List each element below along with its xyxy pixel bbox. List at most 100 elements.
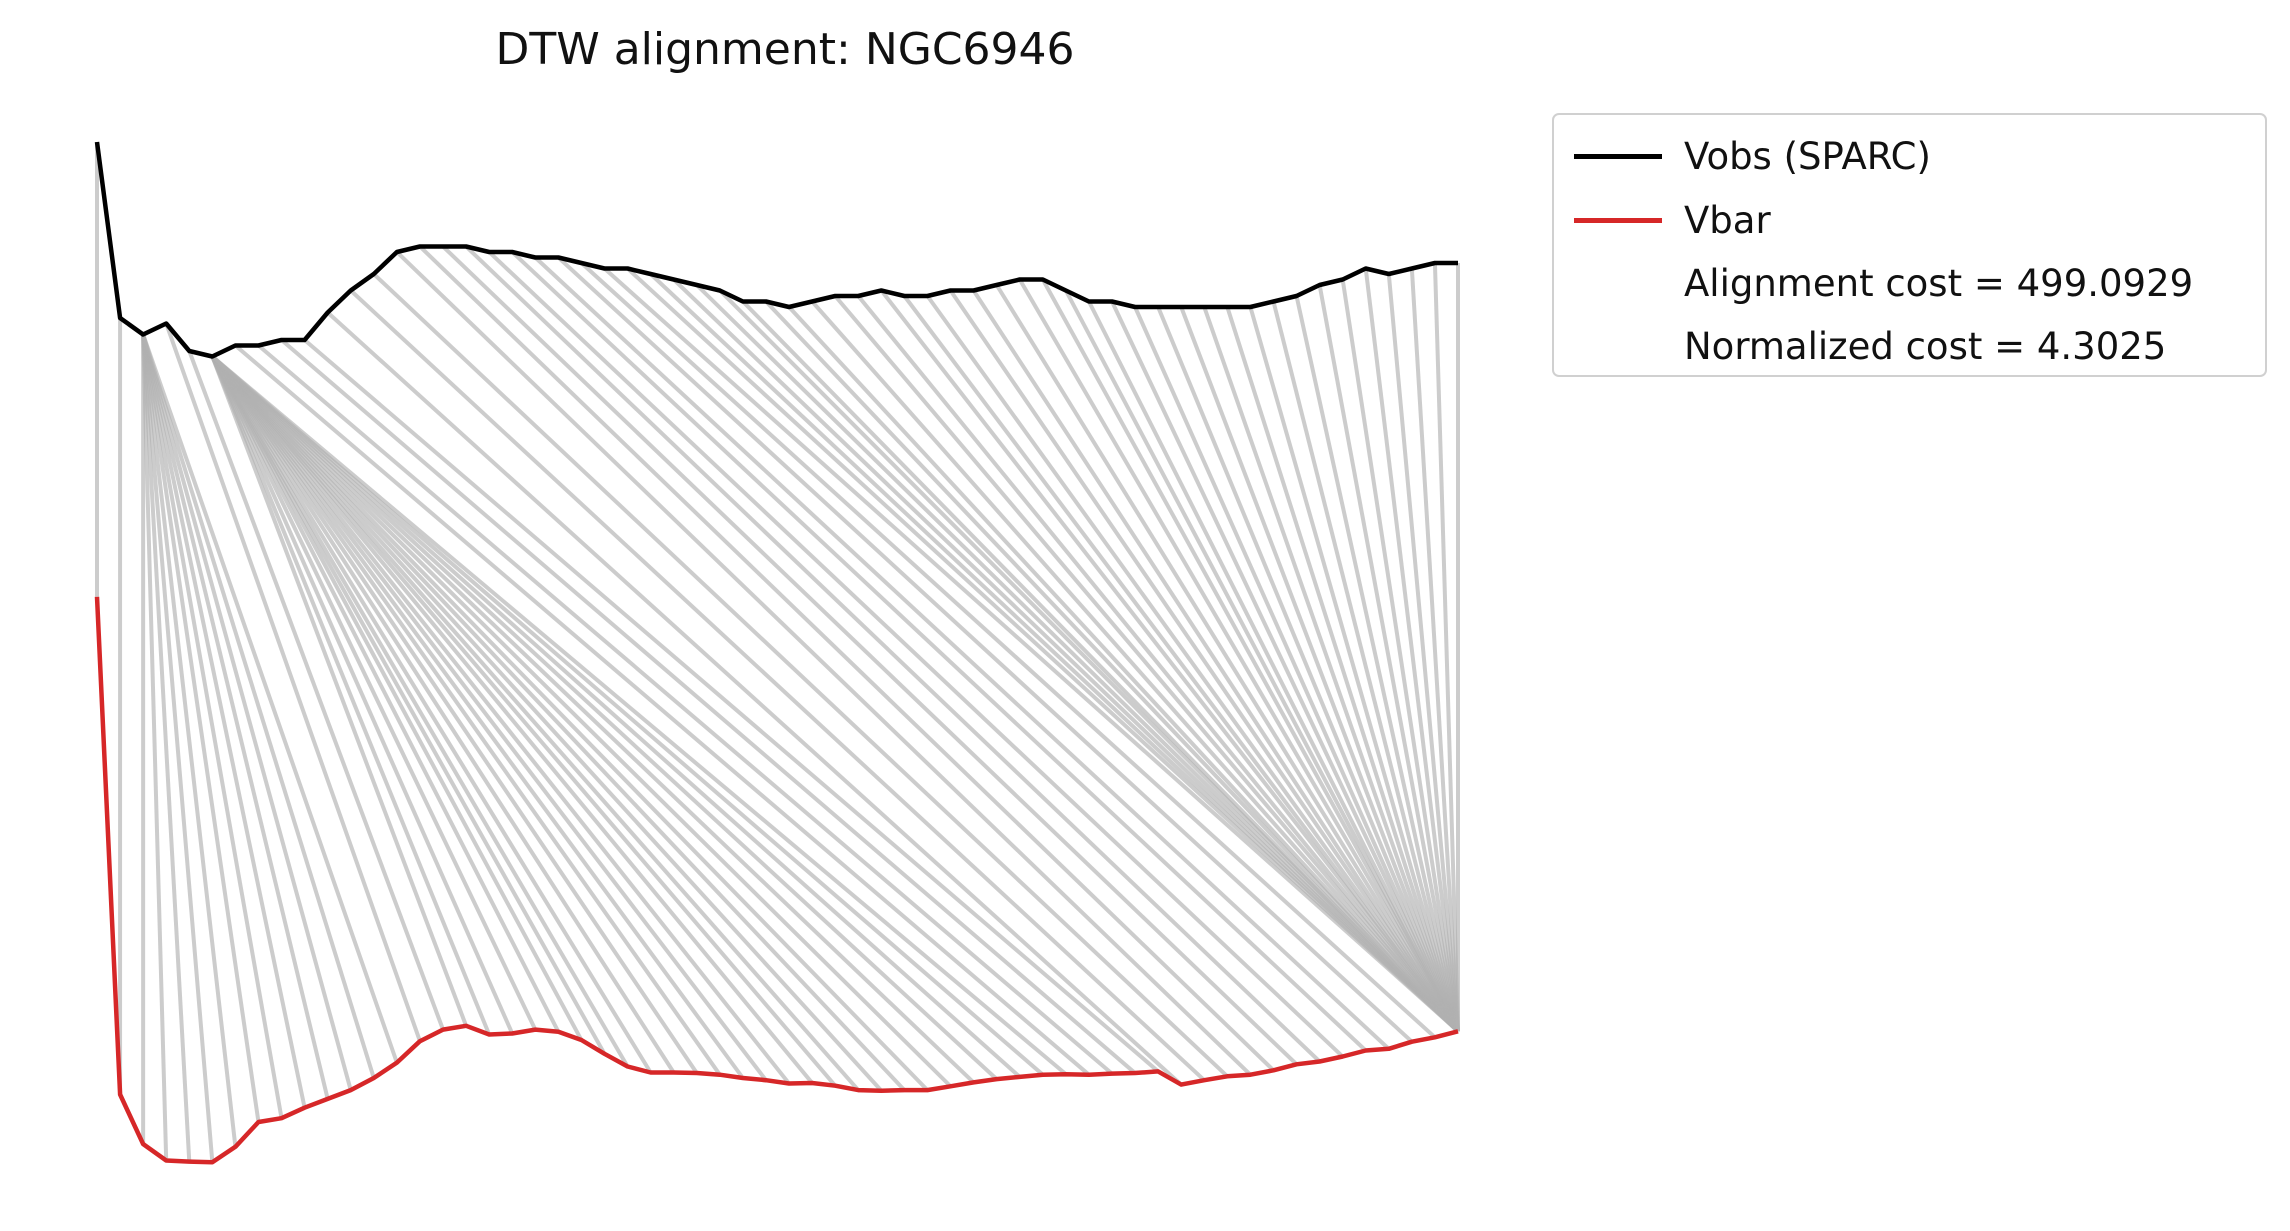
alignment-connector-43 [234, 343, 1091, 1077]
alignment-connector-72 [902, 294, 1460, 1033]
chart-title: DTW alignment: NGC6946 [495, 24, 1075, 75]
alignment-connector-5 [141, 334, 215, 1163]
alignment-connector-48 [349, 289, 1206, 1082]
alignment-connector-35 [210, 355, 906, 1092]
legend-entry-extra-1: Normalized cost = 4.3025 [1554, 315, 2265, 375]
alignment-connector-74 [948, 289, 1460, 1033]
series-line-0 [94, 141, 1458, 359]
alignment-connector-30 [210, 355, 791, 1085]
legend-swatch-series-1 [1574, 218, 1662, 223]
alignment-connector-10 [141, 334, 330, 1100]
alignment-connector-42 [211, 354, 1068, 1076]
alignment-connector-58 [580, 261, 1437, 1039]
alignment-connector-53 [464, 245, 1321, 1063]
alignment-connector-62 [672, 278, 1460, 1033]
alignment-connector-82 [1133, 306, 1460, 1033]
alignment-connector-49 [372, 272, 1229, 1078]
alignment-connector-88 [1271, 301, 1460, 1032]
legend-label-series-1: Vbar [1684, 199, 1771, 242]
alignment-connector-41 [211, 354, 1045, 1077]
alignment-connector-26 [210, 355, 699, 1075]
alignment-connector-93 [1386, 273, 1460, 1032]
alignment-connector-90 [1317, 284, 1460, 1032]
alignment-connector-94 [1409, 268, 1460, 1032]
alignment-connector-78 [1041, 278, 1460, 1033]
alignment-connector-68 [810, 300, 1460, 1033]
alignment-connector-67 [787, 305, 1460, 1033]
alignment-connector-25 [210, 355, 676, 1074]
alignment-connector-79 [1064, 289, 1460, 1033]
series-line-1 [94, 596, 1459, 1165]
alignment-connector-71 [879, 289, 1460, 1033]
alignment-connector-17 [210, 355, 492, 1036]
alignment-connector-77 [1017, 278, 1460, 1033]
alignment-connector-92 [1363, 268, 1460, 1032]
alignment-connector-69 [833, 294, 1460, 1033]
alignment-connector-31 [210, 355, 814, 1085]
alignment-connector-45 [280, 338, 1137, 1075]
alignment-connector-20 [210, 355, 561, 1033]
alignment-connector-4 [141, 334, 192, 1162]
alignment-connector-19 [210, 355, 538, 1031]
legend-label-extra-1: Normalized cost = 4.3025 [1684, 325, 2167, 368]
alignment-connector-85 [1202, 306, 1460, 1032]
alignment-connector-24 [210, 355, 653, 1074]
alignment-connector-81 [1110, 300, 1460, 1033]
alignment-connector-57 [557, 256, 1414, 1044]
alignment-connector-3 [141, 334, 169, 1161]
alignment-connector-66 [764, 300, 1460, 1033]
alignment-connector-87 [1248, 306, 1460, 1032]
alignment-connector-46 [303, 338, 1160, 1073]
alignment-connector-52 [441, 245, 1298, 1066]
alignment-connector-38 [210, 355, 975, 1084]
alignment-connector-63 [695, 283, 1460, 1033]
alignment-connector-15 [187, 350, 445, 1031]
alignment-connector-34 [210, 355, 883, 1092]
alignment-connector-80 [1087, 300, 1460, 1033]
alignment-connector-8 [141, 334, 284, 1119]
alignment-connector-18 [210, 355, 515, 1035]
legend-swatch-series-0 [1574, 154, 1662, 159]
alignment-connector-84 [1179, 306, 1460, 1032]
alignment-connector-50 [395, 250, 1252, 1077]
alignment-connector-44 [257, 343, 1114, 1076]
alignment-connector-16 [210, 355, 468, 1027]
alignment-connector-83 [1156, 306, 1460, 1033]
alignment-connectors [95, 142, 1460, 1163]
alignment-connector-27 [210, 355, 722, 1076]
alignment-connector-91 [1340, 279, 1460, 1032]
alignment-connector-14 [164, 322, 422, 1042]
legend-label-series-0: Vobs (SPARC) [1684, 135, 1931, 178]
alignment-connector-11 [141, 333, 353, 1091]
alignment-connector-55 [510, 250, 1368, 1052]
series-lines [94, 141, 1459, 1165]
alignment-connector-32 [210, 355, 837, 1087]
alignment-connector-28 [210, 355, 745, 1080]
alignment-connector-13 [141, 333, 399, 1064]
alignment-connector-22 [210, 355, 607, 1055]
legend-label-extra-0: Alignment cost = 499.0929 [1684, 262, 2194, 305]
alignment-connector-33 [210, 355, 860, 1092]
legend-entry-series-0: Vobs (SPARC) [1554, 125, 2265, 185]
alignment-connector-56 [533, 256, 1391, 1051]
alignment-connector-39 [210, 355, 998, 1081]
alignment-connector-6 [141, 334, 238, 1147]
alignment-connector-54 [487, 250, 1345, 1059]
alignment-connector-73 [925, 294, 1460, 1033]
alignment-connector-36 [210, 355, 929, 1092]
alignment-connector-89 [1294, 295, 1460, 1032]
alignment-connector-7 [141, 334, 261, 1123]
alignment-connector-9 [141, 334, 307, 1109]
alignment-connector-70 [856, 294, 1460, 1033]
alignment-connector-37 [210, 355, 952, 1088]
alignment-connector-23 [210, 355, 630, 1068]
alignment-connector-76 [994, 283, 1460, 1033]
alignment-connector-75 [971, 289, 1460, 1033]
alignment-connector-21 [210, 355, 584, 1042]
alignment-connector-47 [326, 311, 1183, 1087]
legend-entry-extra-0: Alignment cost = 499.0929 [1554, 252, 2265, 312]
alignment-connector-95 [1432, 262, 1460, 1032]
alignment-connector-12 [141, 333, 376, 1079]
alignment-connector-59 [603, 267, 1460, 1033]
